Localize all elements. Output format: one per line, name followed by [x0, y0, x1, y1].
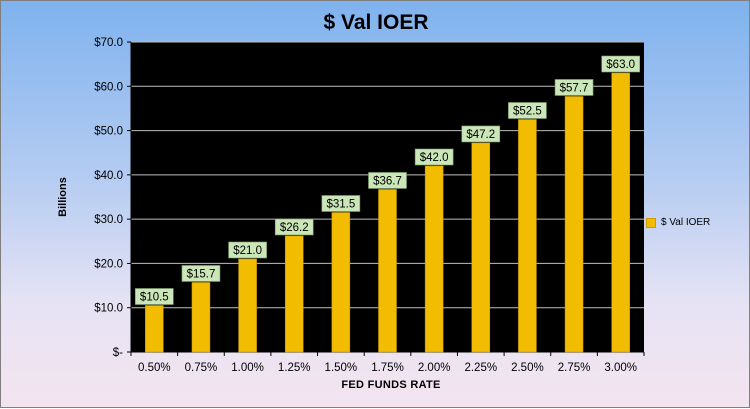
- x-tick-label: 1.75%: [371, 362, 404, 374]
- data-label: $10.5: [140, 292, 169, 304]
- y-tick-label: $30.0: [94, 214, 123, 226]
- chart-title: $ Val IOER: [323, 11, 429, 34]
- x-tick-label: 2.00%: [418, 362, 451, 374]
- data-label-box: [508, 102, 547, 119]
- y-tick-label: $50.0: [94, 126, 123, 138]
- data-label-box: [554, 79, 594, 96]
- data-label-box: [321, 195, 361, 212]
- data-label: $21.0: [233, 245, 262, 257]
- y-tick-label: $70.0: [94, 37, 123, 49]
- bar: [331, 212, 351, 353]
- y-tick-label: $-: [113, 347, 123, 359]
- data-label-box: [274, 218, 314, 236]
- data-label: $57.7: [560, 82, 589, 94]
- x-tick-label: 3.00%: [604, 362, 637, 374]
- y-tick-label: $10.0: [94, 303, 123, 315]
- y-tick-label: $20.0: [94, 258, 123, 270]
- data-label: $42.0: [420, 152, 449, 164]
- data-label: $26.2: [280, 222, 309, 234]
- x-tick-label: 1.50%: [325, 362, 358, 374]
- data-label-box: [368, 172, 407, 189]
- data-label: $15.7: [187, 268, 216, 280]
- bar: [191, 282, 211, 353]
- x-tick-label: 2.75%: [558, 362, 591, 374]
- bar: [518, 119, 537, 353]
- legend-swatch: [646, 217, 656, 228]
- x-tick-label: 1.00%: [231, 362, 264, 374]
- bar: [378, 189, 397, 353]
- y-tick-label: $40.0: [94, 170, 123, 182]
- x-tick-label: 2.25%: [464, 362, 497, 374]
- bar: [611, 72, 630, 353]
- x-tick-label: 2.50%: [511, 362, 544, 374]
- data-label-box: [228, 241, 267, 259]
- bar: [284, 235, 304, 353]
- data-label-box: [601, 55, 640, 73]
- bar: [424, 165, 444, 353]
- bar: [238, 258, 257, 353]
- data-label: $47.2: [466, 129, 495, 141]
- bar: [145, 305, 164, 353]
- data-label: $63.0: [606, 59, 635, 71]
- data-label: $36.7: [373, 175, 402, 187]
- data-label-box: [414, 148, 454, 166]
- data-label: $31.5: [326, 199, 355, 211]
- x-axis-label: FED FUNDS RATE: [341, 379, 441, 391]
- legend-label: $ Val IOER: [661, 217, 711, 228]
- bar: [564, 96, 584, 353]
- data-label-box: [135, 288, 174, 305]
- x-tick-label: 0.75%: [185, 362, 218, 374]
- data-label: $52.5: [513, 106, 542, 118]
- y-tick-label: $60.0: [94, 81, 123, 93]
- x-tick-label: 1.25%: [278, 362, 311, 374]
- data-label-box: [461, 125, 501, 143]
- bar: [471, 142, 491, 353]
- legend: $ Val IOER: [646, 217, 710, 228]
- data-label-box: [181, 265, 221, 282]
- x-tick-label: 0.50%: [138, 362, 171, 374]
